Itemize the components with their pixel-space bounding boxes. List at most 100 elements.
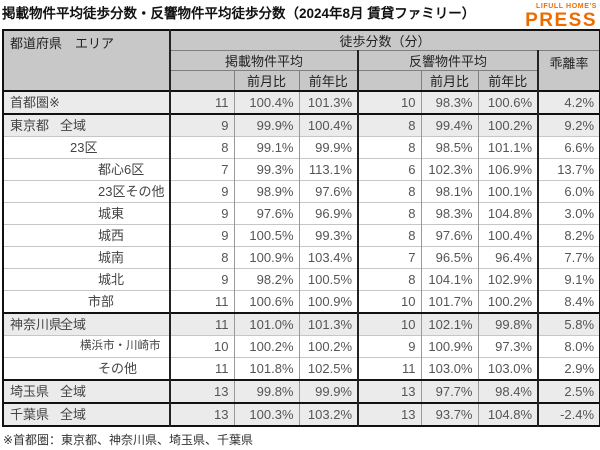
cell-value: 99.8% [478, 313, 539, 336]
cell-value: 11 [358, 357, 422, 380]
cell-value: 97.3% [478, 335, 539, 358]
table-row: 東京都 全域 9 99.9% 100.4% 8 99.4% 100.2% 9.2% [3, 114, 600, 137]
cell-value: 99.3% [234, 158, 300, 181]
cell-value: 100.4% [234, 91, 300, 114]
area-label: 城西 [98, 228, 125, 243]
prefecture-label: 千葉県 [10, 407, 50, 422]
response-yoy-header: 前年比 [477, 70, 539, 92]
table-row: 23区その他 9 98.9% 97.6% 8 98.1% 100.1% 6.0% [3, 180, 600, 203]
table-header: 都道府県 エリア 徒歩分数（分） 掲載物件平均 反響物件平均 乖離率 前月比 前… [2, 29, 600, 92]
cell-value: 7.7% [564, 250, 595, 265]
prefecture-label: 東京都 [10, 118, 50, 133]
cell-value: 98.5% [421, 136, 479, 159]
cell-value: 9 [170, 268, 235, 291]
cell-value: 103.2% [299, 403, 359, 426]
cell-value: 9 [358, 335, 422, 358]
cell-value: 100.9% [299, 290, 359, 313]
table-row: 城北 9 98.2% 100.5% 8 104.1% 102.9% 9.1% [3, 268, 600, 291]
cell-value: 101.3% [299, 313, 359, 336]
cell-value: 102.1% [421, 313, 479, 336]
cell-value: 6.6% [564, 140, 595, 155]
cell-value: 100.2% [478, 290, 539, 313]
area-label: 全域 [60, 317, 87, 332]
cell-value: 8 [358, 224, 422, 247]
table-row: 千葉県 全域 13 100.3% 103.2% 13 93.7% 104.8% -2.4% [3, 403, 600, 426]
cell-value: 102.9% [478, 268, 539, 291]
cell-value: 98.4% [478, 380, 539, 403]
cell-value: 99.9% [299, 380, 359, 403]
area-label: 横浜市・川崎市 [80, 340, 161, 352]
cell-value: 100.9% [234, 246, 300, 269]
table-row: 市部 11 100.6% 100.9% 10 101.7% 100.2% 8.4% [3, 290, 600, 313]
cell-value: 98.2% [234, 268, 300, 291]
cell-value: 11 [170, 357, 235, 380]
cell-value: 99.3% [299, 224, 359, 247]
cell-value: 99.8% [234, 380, 300, 403]
cell-value: 100.3% [234, 403, 300, 426]
table-row: 城東 9 97.6% 96.9% 8 98.3% 104.8% 3.0% [3, 202, 600, 225]
cell-value: 100.2% [234, 335, 300, 358]
table-row: その他 11 101.8% 102.5% 11 103.0% 103.0% 2.9% [3, 357, 600, 380]
response-value-header-empty [357, 70, 422, 92]
page-title: 掲載物件平均徒歩分数・反響物件平均徒歩分数（2024年8月 賃貸ファミリー） [2, 6, 476, 21]
region-column-header: 都道府県 エリア [2, 29, 171, 92]
cell-value: 96.9% [299, 202, 359, 225]
area-cell: 城北 [3, 268, 171, 291]
cell-value: 100.6% [234, 290, 300, 313]
area-label: 全域 [60, 407, 87, 422]
listed-value-header-empty [169, 70, 235, 92]
cell-value: 98.1% [421, 180, 479, 203]
prefecture-label: 神奈川県 [10, 317, 63, 332]
cell-value: 103.0% [478, 357, 539, 380]
cell-value: 2.9% [564, 361, 595, 376]
cell-value: 5.8% [564, 317, 595, 332]
cell-value: 13 [358, 380, 422, 403]
cell-value: 8 [358, 180, 422, 203]
cell-value: 101.1% [478, 136, 539, 159]
walk-minutes-table: 都道府県 エリア 徒歩分数（分） 掲載物件平均 反響物件平均 乖離率 前月比 前… [2, 29, 600, 427]
cell-value: 97.6% [234, 202, 300, 225]
title-bar: 掲載物件平均徒歩分数・反響物件平均徒歩分数（2024年8月 賃貸ファミリー） L… [0, 0, 600, 30]
table-row: 横浜市・川崎市 10 100.2% 100.2% 9 100.9% 97.3% 8.0% [3, 335, 600, 358]
area-cell: 23区その他 [3, 180, 171, 203]
area-cell: 神奈川県 全域 [3, 313, 171, 336]
cell-value: 101.0% [234, 313, 300, 336]
cell-value: 8 [170, 136, 235, 159]
cell-value: 6 [358, 158, 422, 181]
area-label: その他 [98, 361, 138, 376]
cell-value: 10 [358, 91, 422, 114]
cell-value: 93.7% [421, 403, 479, 426]
cell-value: 4.2% [564, 95, 595, 110]
footnote: ※首都圏：東京都、神奈川県、埼玉県、千葉県 [3, 433, 254, 447]
table-row: 神奈川県 全域 11 101.0% 101.3% 10 102.1% 99.8% 5.8% [3, 313, 600, 336]
table-row: 都心6区 7 99.3% 113.1% 6 102.3% 106.9% 13.7% [3, 158, 600, 181]
table-row: 首都圏※ 11 100.4% 101.3% 10 98.3% 100.6% 4.2% [3, 91, 600, 114]
area-label: 城東 [98, 206, 125, 221]
cell-value: 96.4% [478, 246, 539, 269]
cell-value: 98.3% [421, 91, 479, 114]
cell-value: 8 [358, 136, 422, 159]
cell-value: 8 [358, 114, 422, 137]
cell-value: 100.5% [299, 268, 359, 291]
area-cell: 東京都 全域 [3, 114, 171, 137]
cell-value: -2.4% [560, 407, 595, 422]
cell-value: 100.1% [478, 180, 539, 203]
table-row: 23区 8 99.1% 99.9% 8 98.5% 101.1% 6.6% [3, 136, 600, 159]
area-cell: 城東 [3, 202, 171, 225]
cell-value: 13.7% [557, 162, 595, 177]
area-label: 全域 [60, 384, 87, 399]
cell-value: 6.0% [564, 184, 595, 199]
cell-value: 10 [170, 335, 235, 358]
area-cell: 市部 [3, 290, 171, 313]
cell-value: 100.2% [299, 335, 359, 358]
area-label: 都心6区 [98, 162, 145, 177]
cell-value: 7 [358, 246, 422, 269]
cell-value: 3.0% [564, 206, 595, 221]
cell-value: 102.3% [421, 158, 479, 181]
cell-value: 103.0% [421, 357, 479, 380]
cell-value: 98.9% [234, 180, 300, 203]
cell-value: 100.6% [478, 91, 539, 114]
cell-value: 9 [170, 114, 235, 137]
cell-value: 99.4% [421, 114, 479, 137]
